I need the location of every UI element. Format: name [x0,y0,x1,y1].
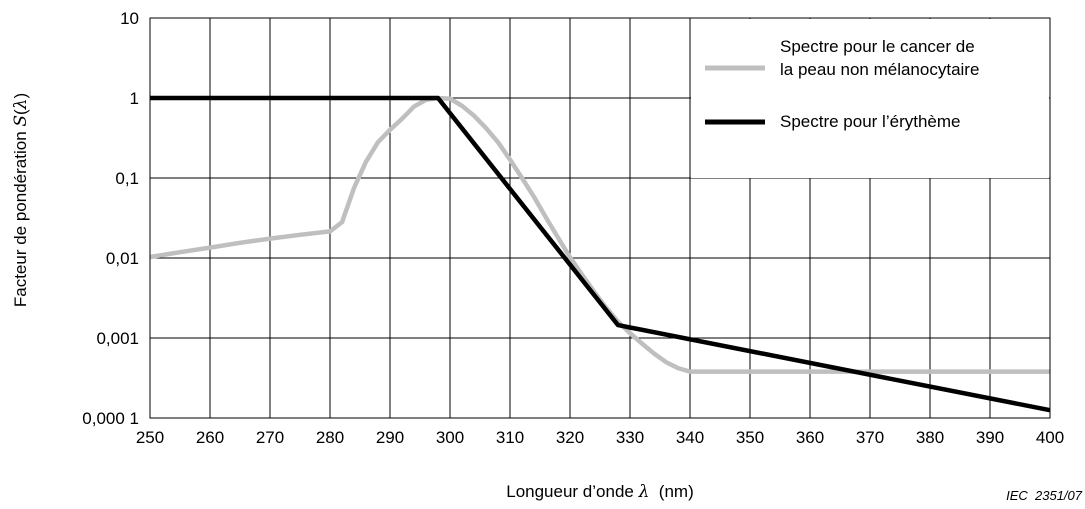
x-axis-label: Longueur d’onde λ (nm) [506,482,694,502]
x-tick-label-390: 390 [976,428,1004,447]
y-axis-label: Facteur de pondération S(λ) [11,93,31,307]
x-tick-label-290: 290 [376,428,404,447]
y-tick-label-5: 0,000 1 [82,409,139,428]
x-tick-label-370: 370 [856,428,884,447]
y-tick-label-2: 0,1 [115,169,139,188]
x-axis-label-symbol: λ [638,482,650,502]
x-tick-label-340: 340 [676,428,704,447]
series-line-erytheme [150,95,1051,413]
y-axis-label-paren-open: ( [11,109,30,115]
y-tick-label-3: 0,01 [106,249,139,268]
x-tick-label-310: 310 [496,428,524,447]
plot-frame [149,17,1051,419]
x-tick-label-260: 260 [196,428,224,447]
x-tick-label-320: 320 [556,428,584,447]
series-line-cancer [149,95,1050,374]
x-tick-label-360: 360 [796,428,824,447]
y-axis-label-prefix: Facteur de pondération [11,127,30,308]
y-tick-labels: 10 1 0,1 0,01 0,001 0,000 1 [82,9,139,428]
x-tick-label-330: 330 [616,428,644,447]
legend-label-cancer-1: Spectre pour le cancer de [780,37,975,56]
y-tick-label-0: 10 [120,9,139,28]
legend: Spectre pour le cancer de la peau non mél… [705,37,979,131]
x-tick-label-300: 300 [436,428,464,447]
x-tick-label-280: 280 [316,428,344,447]
y-axis-label-paren-close: ) [11,93,30,99]
legend-label-cancer-2: la peau non mélanocytaire [780,60,979,79]
figure-reference: IEC 2351/07 [1006,488,1083,503]
x-tick-label-380: 380 [916,428,944,447]
x-tick-label-400: 400 [1036,428,1064,447]
series-layer [149,95,1051,413]
y-tick-label-4: 0,001 [96,329,139,348]
x-tick-labels: 250 260 270 280 290 300 310 320 330 340 350 360 370 3… [136,428,1064,447]
x-tick-label-270: 270 [256,428,284,447]
x-tick-label-250: 250 [136,428,164,447]
x-axis-label-suffix: (nm) [649,482,693,501]
legend-box [691,19,1049,178]
legend-label-erytheme-1: Spectre pour l’érythème [780,112,960,131]
y-tick-label-1: 1 [130,89,139,108]
y-axis-label-symbol-lambda: λ [11,99,31,111]
x-tick-label-350: 350 [736,428,764,447]
x-axis-label-prefix: Longueur d’onde [506,482,638,501]
y-axis-label-symbol: S [11,115,31,127]
